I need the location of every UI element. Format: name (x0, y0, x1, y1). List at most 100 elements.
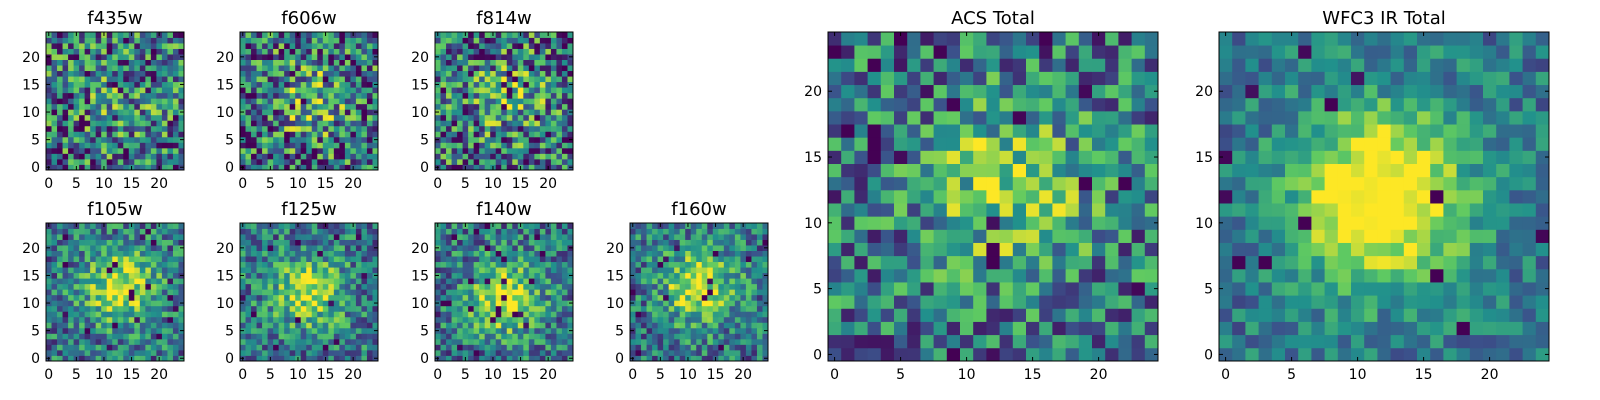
heatmap-cell (729, 278, 736, 285)
heatmap-cell (328, 239, 335, 246)
heatmap-cell (106, 300, 113, 307)
heatmap-cell (484, 316, 491, 323)
heatmap-cell (256, 256, 263, 263)
heatmap-cell (468, 164, 475, 171)
heatmap-cell (145, 87, 152, 94)
heatmap-cell (172, 272, 179, 279)
heatmap-cell (156, 278, 163, 285)
heatmap-cell (355, 142, 362, 149)
heatmap-cell (880, 334, 895, 349)
heatmap-cell (156, 267, 163, 274)
heatmap-cell (156, 245, 163, 251)
heatmap-cell (167, 153, 174, 160)
heatmap-cell (355, 228, 362, 235)
heatmap-cell (646, 289, 653, 296)
heatmap-cell (366, 158, 373, 165)
heatmap-cell (740, 338, 747, 345)
heatmap-cell (278, 32, 285, 38)
heatmap-cell (762, 322, 769, 329)
heatmap-cell (517, 322, 524, 329)
heatmap-cell (134, 245, 141, 251)
heatmap-cell (62, 261, 69, 268)
y-tick-label: 20 (606, 241, 624, 257)
heatmap-cell (751, 228, 758, 235)
heatmap-cell (1078, 334, 1093, 349)
heatmap-cell (894, 268, 908, 283)
heatmap-cell (73, 338, 80, 345)
heatmap-cell (534, 256, 541, 263)
heatmap-cell (556, 256, 563, 263)
heatmap-cell (506, 114, 513, 121)
heatmap-cell (534, 32, 541, 38)
heatmap-cell (751, 245, 758, 251)
heatmap-cell (90, 344, 97, 351)
heatmap-cell (123, 103, 130, 110)
heatmap-cell (451, 278, 458, 285)
heatmap-cell (641, 344, 647, 351)
heatmap-cell (328, 136, 335, 143)
heatmap-cell (920, 321, 934, 336)
heatmap-cell (451, 48, 458, 55)
heatmap-cell (267, 59, 274, 66)
heatmap-cell (51, 87, 58, 94)
heatmap-cell (501, 87, 508, 94)
heatmap-cell (652, 250, 658, 257)
heatmap-cell (679, 305, 686, 312)
heatmap-cell (267, 338, 274, 345)
heatmap-cell (355, 278, 362, 285)
heatmap-cell (484, 344, 491, 351)
heatmap-cell (344, 256, 351, 263)
heatmap-cell (311, 261, 318, 268)
heatmap-cell (344, 322, 351, 329)
heatmap-cell (344, 245, 351, 251)
heatmap-cell (344, 234, 351, 240)
heatmap-cell (139, 250, 146, 257)
heatmap-cell (372, 65, 379, 72)
heatmap-cell (999, 308, 1014, 322)
heatmap-cell (663, 283, 670, 290)
heatmap-cell (145, 294, 152, 301)
heatmap-cell (161, 70, 168, 77)
heatmap-cell (894, 203, 908, 217)
heatmap-cell (1052, 282, 1066, 296)
heatmap-cell (451, 223, 458, 229)
heatmap-cell (495, 256, 502, 263)
heatmap-cell (311, 114, 318, 121)
heatmap-cell (262, 114, 268, 121)
heatmap-cell (946, 295, 961, 309)
heatmap-cell (245, 305, 252, 312)
heatmap-cell (707, 278, 714, 285)
heatmap-cell (311, 294, 318, 301)
heatmap-cell (339, 327, 346, 334)
heatmap-cell (841, 268, 855, 283)
heatmap-cell (854, 216, 868, 230)
heatmap-cell (528, 147, 535, 154)
heatmap-cell (484, 92, 491, 99)
heatmap-cell (262, 250, 268, 257)
heatmap-cell (663, 228, 670, 235)
heatmap-cell (240, 261, 246, 268)
heatmap-cell (657, 311, 664, 318)
heatmap-cell (306, 59, 313, 66)
heatmap-cell (156, 300, 163, 307)
heatmap-cell (344, 136, 351, 143)
heatmap-cell (946, 255, 961, 270)
heatmap-cell (172, 131, 179, 138)
heatmap-cell (156, 98, 163, 105)
heatmap-cell (550, 322, 557, 329)
heatmap-cell (999, 176, 1014, 191)
heatmap-cell (284, 37, 291, 44)
heatmap-cell (1052, 255, 1066, 270)
heatmap-cell (95, 272, 102, 279)
heatmap-cell (484, 234, 491, 240)
heatmap-cell (128, 65, 135, 72)
heatmap-cell (506, 70, 513, 77)
heatmap-cell (156, 59, 163, 66)
heatmap-cell (339, 158, 346, 165)
heatmap-cell (117, 114, 124, 121)
heatmap-cell (880, 176, 895, 191)
heatmap-cell (84, 355, 91, 362)
heatmap-cell (278, 261, 285, 268)
panel-title: f140w (476, 199, 531, 220)
